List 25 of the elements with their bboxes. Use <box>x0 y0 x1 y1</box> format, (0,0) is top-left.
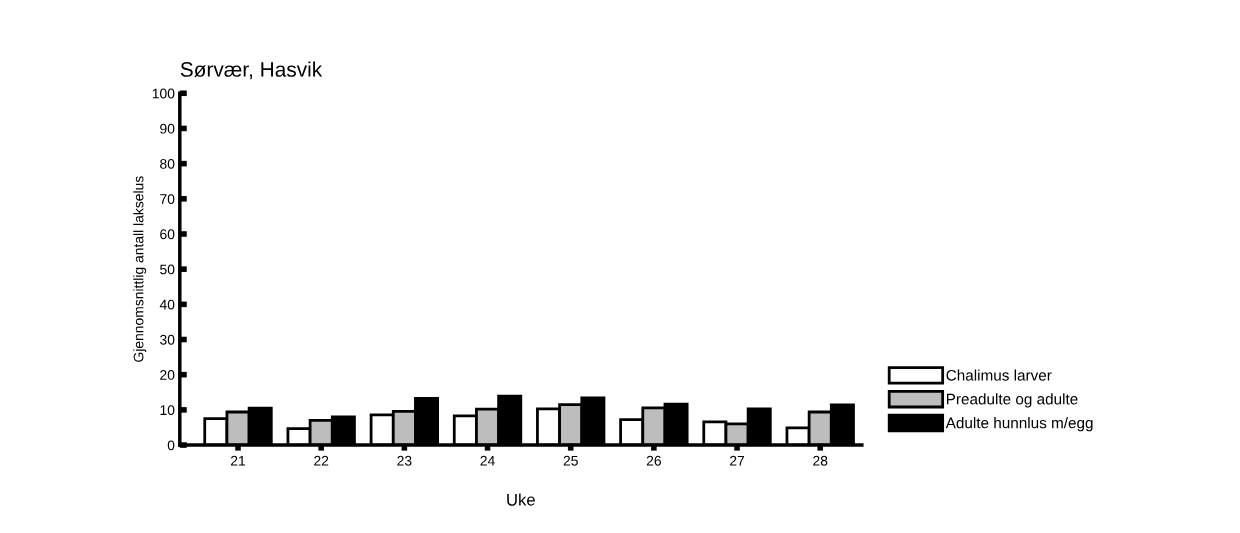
x-tick-label: 23 <box>397 455 412 466</box>
x-tick-label: 25 <box>563 455 578 466</box>
y-tick-label: 70 <box>160 194 175 204</box>
y-tick-label: 90 <box>160 123 175 134</box>
x-tick-label: 24 <box>480 455 495 466</box>
y-tick-label: 10 <box>160 405 175 416</box>
y-tick-label: 50 <box>160 264 175 275</box>
legend-label: Preadulte og adulte <box>946 393 1078 408</box>
x-axis-title: Uke <box>507 493 535 506</box>
x-tick-label: 27 <box>730 455 745 466</box>
y-tick-label: 40 <box>159 299 175 310</box>
legend-label: Chalimus larver <box>946 369 1052 381</box>
y-tick-label: 0 <box>167 440 175 451</box>
x-tick-label: 21 <box>230 455 246 466</box>
x-tick-label: 28 <box>813 455 828 466</box>
chart-title: Sørvær, Hasvik <box>180 61 323 80</box>
x-tick-label: 22 <box>314 455 329 466</box>
y-tick-label: 30 <box>160 334 175 345</box>
y-axis-title: Gjennomsnittlig antall lakselus <box>133 176 147 362</box>
y-tick-label: 100 <box>152 88 175 99</box>
y-tick-label: 60 <box>160 229 175 240</box>
y-tick-label: 80 <box>160 158 175 169</box>
y-tick-label: 20 <box>160 370 175 380</box>
legend-label: Adulte hunnlus m/egg <box>945 417 1093 432</box>
x-tick-label: 26 <box>646 455 661 466</box>
